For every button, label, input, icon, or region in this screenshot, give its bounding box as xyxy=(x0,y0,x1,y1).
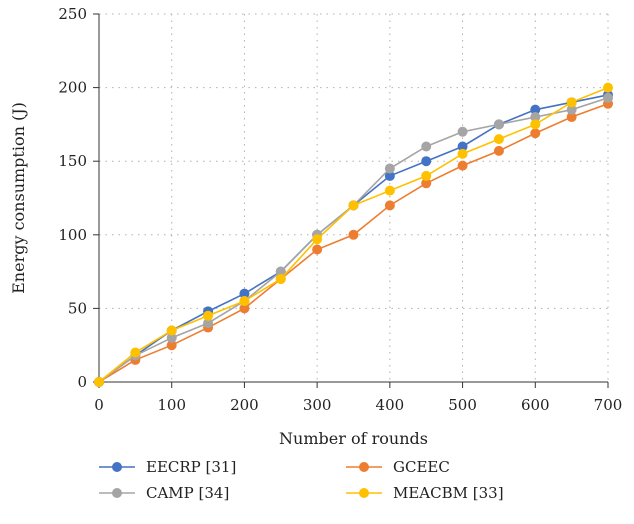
x-axis-label: Number of rounds xyxy=(279,429,428,448)
data-point xyxy=(384,170,395,181)
data-point xyxy=(530,119,541,130)
data-point xyxy=(457,141,468,152)
data-point xyxy=(384,185,395,196)
y-tick-label: 0 xyxy=(77,373,87,391)
legend-marker xyxy=(359,488,369,498)
data-point xyxy=(530,104,541,115)
data-point xyxy=(130,347,141,358)
data-point xyxy=(603,92,613,103)
data-point xyxy=(239,288,250,299)
legend-label: GCEEC xyxy=(393,458,450,476)
legend-label: EECRP [31] xyxy=(146,458,236,476)
data-point xyxy=(603,82,613,93)
x-tick-label: 700 xyxy=(594,396,623,414)
legend-marker xyxy=(112,462,122,472)
data-point xyxy=(166,332,177,343)
data-point xyxy=(566,104,577,115)
x-tick-label: 300 xyxy=(303,396,332,414)
data-point xyxy=(166,340,177,351)
data-point xyxy=(239,303,250,314)
data-point xyxy=(421,178,432,189)
data-point xyxy=(312,234,323,245)
x-tick-label: 500 xyxy=(448,396,477,414)
grid-lines xyxy=(99,13,609,382)
data-point xyxy=(166,325,177,336)
y-tick-label: 100 xyxy=(58,226,87,244)
y-tick-label: 50 xyxy=(68,299,87,317)
x-tick-label: 600 xyxy=(521,396,550,414)
legend-label: MEACBM [33] xyxy=(393,484,504,502)
y-tick-label: 200 xyxy=(58,79,87,97)
y-tick-label: 150 xyxy=(58,152,87,170)
data-point xyxy=(566,112,577,123)
data-point xyxy=(566,97,577,108)
legend: EECRP [31] GCEEC CAMP [34] MEACBM [33] xyxy=(99,458,504,502)
legend-item: MEACBM [33] xyxy=(346,484,504,502)
data-point xyxy=(421,170,432,181)
data-point xyxy=(421,141,432,152)
legend-item: EECRP [31] xyxy=(99,458,236,476)
data-point xyxy=(457,148,468,159)
legend-marker xyxy=(112,488,122,498)
y-tick-label: 250 xyxy=(58,5,87,23)
data-point xyxy=(203,310,214,321)
data-point xyxy=(239,296,250,307)
legend-label: CAMP [34] xyxy=(146,484,229,502)
legend-marker xyxy=(359,462,369,472)
y-tick-labels: 0 50 100 150 200 250 xyxy=(58,5,87,391)
data-point xyxy=(348,229,359,240)
data-point xyxy=(493,145,504,156)
data-point xyxy=(275,266,286,277)
data-point xyxy=(530,128,541,139)
x-tick-label: 400 xyxy=(376,396,405,414)
y-axis-label: Energy consumption (J) xyxy=(9,102,28,294)
x-tick-label: 200 xyxy=(230,396,259,414)
x-tick-labels: 0 100 200 300 400 500 600 700 xyxy=(94,396,622,414)
data-point xyxy=(384,200,395,211)
data-point xyxy=(275,273,286,284)
legend-item: GCEEC xyxy=(346,458,450,476)
data-point xyxy=(493,134,504,145)
data-point xyxy=(348,200,359,211)
data-point xyxy=(457,126,468,137)
data-point xyxy=(312,244,323,255)
data-point xyxy=(530,112,541,123)
data-point xyxy=(94,377,104,387)
data-point xyxy=(384,163,395,174)
x-tick-label: 100 xyxy=(157,396,186,414)
data-point xyxy=(457,160,468,171)
series-4 xyxy=(94,82,613,387)
data-point xyxy=(421,156,432,167)
series-layer xyxy=(94,82,613,387)
legend-item: CAMP [34] xyxy=(99,484,229,502)
data-point xyxy=(493,119,504,130)
data-point xyxy=(203,318,214,329)
x-tick-label: 0 xyxy=(94,396,104,414)
